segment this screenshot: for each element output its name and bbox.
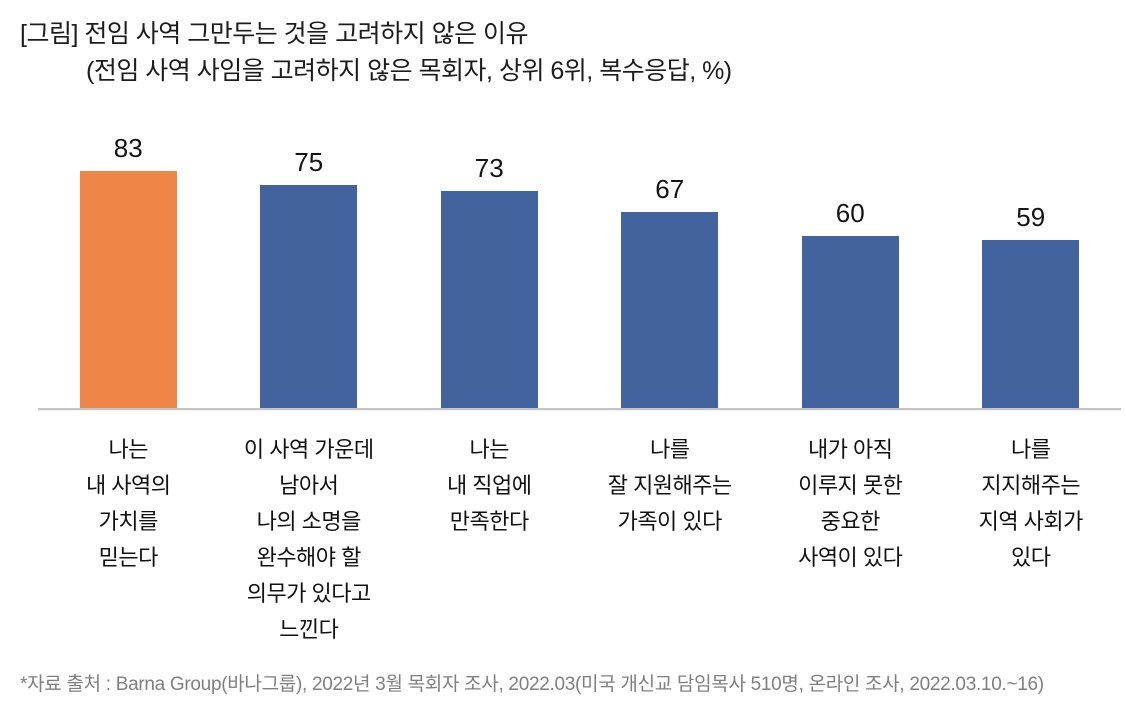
category-label-4: 나를 잘 지원해주는 가족이 있다 <box>607 437 733 534</box>
value-label-6: 59 <box>1016 202 1046 232</box>
bar-4 <box>621 212 719 408</box>
category-label-3: 나는 내 직업에 만족한다 <box>446 437 532 534</box>
value-label-1: 83 <box>113 133 143 163</box>
bar-group-2: 75 <box>219 133 400 408</box>
bar-3 <box>440 191 538 408</box>
value-label-5: 60 <box>835 198 865 228</box>
bar-group-4: 67 <box>580 133 761 408</box>
x-axis-line <box>38 408 1121 410</box>
value-label-3: 73 <box>474 153 504 183</box>
value-label-2: 75 <box>294 147 324 177</box>
bar-group-1: 83 <box>38 133 219 408</box>
bar-group-3: 73 <box>399 133 580 408</box>
category-label-5: 내가 아직 이루지 못한 중요한 사역이 있다 <box>798 437 903 570</box>
source-note: *자료 출처 : Barna Group(바나그룹), 2022년 3월 목회자… <box>20 674 1044 695</box>
value-label-4: 67 <box>655 174 685 204</box>
bar-2 <box>260 185 358 408</box>
figure-subtitle: (전임 사역 사임을 고려하지 않은 목회자, 상위 6위, 복수응답, %) <box>86 57 732 85</box>
bar-chart-plot: 83 75 73 67 60 59 <box>38 133 1121 408</box>
bar-group-5: 60 <box>760 133 941 408</box>
category-label-2: 이 사역 가운데 남아서 나의 소명을 완수해야 할 의무가 있다고 느낀다 <box>243 437 374 642</box>
bar-1 <box>79 171 177 408</box>
category-label-1: 나는 내 사역의 가치를 믿는다 <box>85 437 171 570</box>
bar-group-6: 59 <box>941 133 1122 408</box>
title-block: [그림] 전임 사역 그만두는 것을 고려하지 않은 이유 (전임 사역 사임을… <box>20 16 732 90</box>
figure-title: [그림] 전임 사역 그만두는 것을 고려하지 않은 이유 <box>20 20 529 48</box>
bar-5 <box>801 236 899 408</box>
bar-6 <box>982 240 1080 408</box>
category-label-6: 나를 지지해주는 지역 사회가 있다 <box>978 437 1084 570</box>
category-labels: 나는 내 사역의 가치를 믿는다 이 사역 가운데 남아서 나의 소명을 완수해… <box>38 432 1121 648</box>
